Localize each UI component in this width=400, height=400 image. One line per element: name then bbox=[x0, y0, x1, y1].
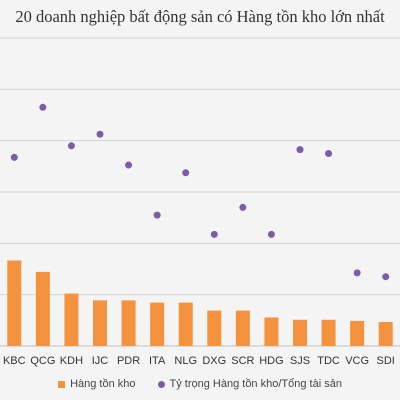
x-tick-label: IJC bbox=[92, 355, 109, 367]
x-tick-label: DXG bbox=[202, 355, 226, 367]
legend-item-dot: Tỷ trọng Hàng tồn kho/Tổng tài sản bbox=[157, 378, 342, 390]
x-tick-label: VCG bbox=[345, 355, 369, 367]
dot-scr bbox=[239, 203, 247, 211]
dot-kdh bbox=[67, 142, 75, 150]
bar-tdc bbox=[321, 319, 336, 346]
chart-legend: Hàng tồn kho Tỷ trọng Hàng tồn kho/Tổng … bbox=[0, 378, 400, 390]
bar-scr bbox=[235, 310, 250, 346]
x-tick-label: SJS bbox=[290, 355, 310, 367]
bar-hdg bbox=[264, 317, 279, 346]
dot-hdg bbox=[267, 230, 275, 238]
dot-sjs bbox=[296, 146, 304, 154]
x-tick-label: ITA bbox=[149, 355, 166, 367]
x-tick-label: QCG bbox=[30, 355, 55, 367]
x-tick-label: SDI bbox=[377, 355, 395, 367]
dot-sdi bbox=[382, 273, 390, 281]
legend-bar-swatch bbox=[58, 380, 66, 388]
legend-dot-label: Tỷ trọng Hàng tồn kho/Tổng tài sản bbox=[169, 378, 342, 390]
bar-ita bbox=[150, 302, 165, 346]
bar-sjs bbox=[293, 319, 307, 346]
dot-ita bbox=[153, 211, 161, 219]
dot-dxg bbox=[210, 230, 218, 238]
dot-qcg bbox=[39, 103, 47, 111]
legend-bar-label: Hàng tồn kho bbox=[70, 378, 136, 390]
bar-sdi bbox=[378, 322, 393, 346]
legend-dot-swatch bbox=[157, 380, 165, 388]
x-tick-label: KBC bbox=[3, 355, 26, 367]
dot-tdc bbox=[325, 150, 333, 157]
x-tick-label: TDC bbox=[317, 355, 340, 367]
x-tick-label: SCR bbox=[231, 355, 254, 367]
dot-pdr bbox=[125, 161, 133, 169]
x-tick-label: PDR bbox=[117, 355, 140, 367]
dot-vcg bbox=[353, 269, 361, 277]
dot-kbc bbox=[10, 153, 18, 161]
bar-kbc bbox=[7, 260, 22, 346]
bar-dxg bbox=[207, 310, 222, 346]
legend-item-bar: Hàng tồn kho bbox=[58, 378, 136, 390]
x-tick-label: HDG bbox=[259, 355, 283, 367]
bar-qcg bbox=[35, 271, 50, 346]
dot-ijc bbox=[96, 130, 104, 138]
chart-title: 20 doanh nghiệp bất động sản có Hàng tồn… bbox=[15, 7, 385, 26]
bar-vcg bbox=[350, 320, 365, 346]
dot-nlg bbox=[182, 169, 190, 177]
x-tick-label: KDH bbox=[60, 355, 83, 367]
bar-kdh bbox=[64, 293, 79, 346]
bar-ijc bbox=[93, 300, 107, 346]
bar-nlg bbox=[178, 302, 193, 346]
x-tick-label: NLG bbox=[174, 355, 197, 367]
bar-pdr bbox=[121, 300, 136, 346]
